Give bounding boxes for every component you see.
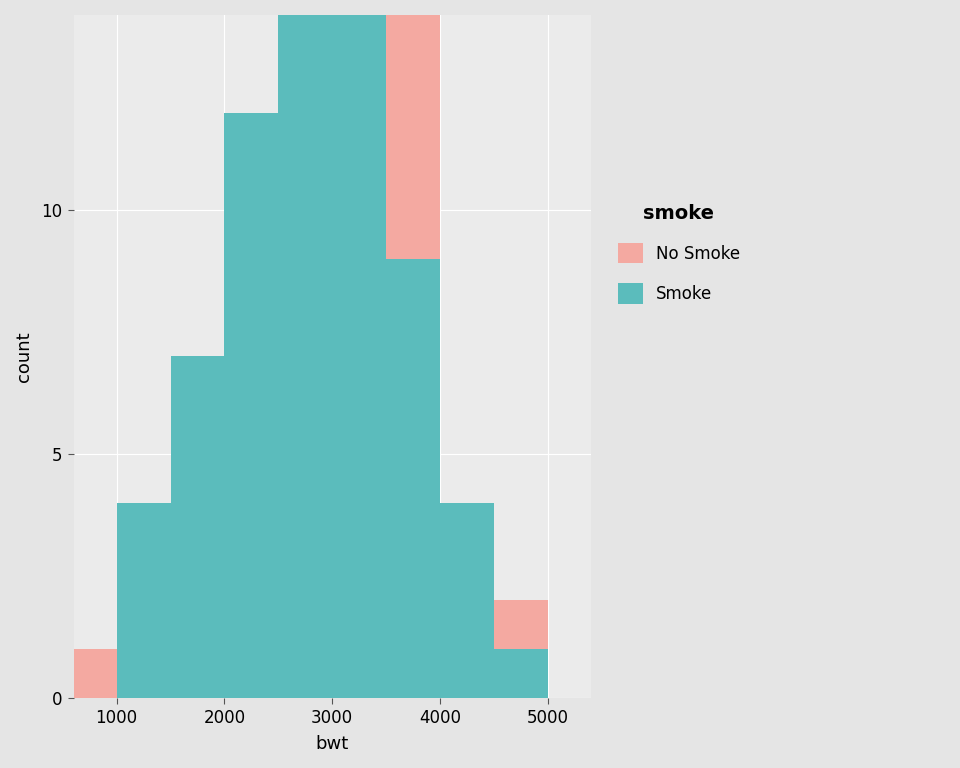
Bar <box>386 259 440 697</box>
Bar <box>386 0 440 697</box>
Bar <box>332 15 386 697</box>
Bar <box>440 502 493 697</box>
Bar <box>171 356 225 697</box>
Bar <box>225 112 278 697</box>
X-axis label: bwt: bwt <box>316 735 348 753</box>
Bar <box>278 0 332 697</box>
Bar <box>493 649 547 697</box>
Bar <box>62 649 117 697</box>
Bar <box>171 502 225 697</box>
Bar <box>117 502 171 697</box>
Bar <box>440 551 493 697</box>
Bar <box>332 0 386 697</box>
Bar <box>117 502 171 697</box>
Bar <box>493 600 547 697</box>
Legend: No Smoke, Smoke: No Smoke, Smoke <box>610 196 749 312</box>
Y-axis label: count: count <box>15 331 33 382</box>
Bar <box>278 0 332 697</box>
Bar <box>225 259 278 697</box>
